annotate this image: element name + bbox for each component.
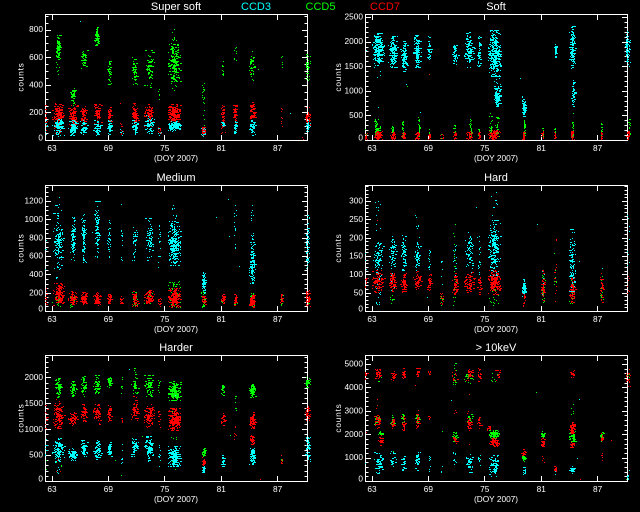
svg-text:(DOY 2007): (DOY 2007) [154,494,198,504]
svg-text:(DOY 2007): (DOY 2007) [154,324,198,334]
svg-text:2000: 2000 [345,36,364,46]
svg-text:200: 200 [29,287,43,297]
svg-text:counts: counts [333,233,343,262]
svg-text:87: 87 [593,143,603,153]
svg-text:69: 69 [424,143,434,153]
svg-text:69: 69 [104,143,114,153]
svg-text:63: 63 [367,143,377,153]
svg-text:69: 69 [104,314,114,324]
svg-text:0: 0 [358,304,363,314]
svg-text:81: 81 [537,314,547,324]
svg-text:600: 600 [29,251,43,261]
svg-text:1000: 1000 [345,85,364,95]
svg-text:81: 81 [217,314,227,324]
svg-text:5000: 5000 [345,359,364,369]
svg-text:87: 87 [273,314,283,324]
svg-text:75: 75 [480,314,490,324]
svg-text:200: 200 [29,107,43,117]
svg-text:1500: 1500 [25,398,44,408]
svg-text:75: 75 [480,143,490,153]
svg-text:counts: counts [333,403,343,432]
svg-text:CCD7: CCD7 [370,1,400,13]
svg-text:2000: 2000 [25,372,44,382]
svg-text:counts: counts [333,62,343,91]
svg-text:81: 81 [217,143,227,153]
svg-text:(DOY 2007): (DOY 2007) [474,324,518,334]
svg-text:2000: 2000 [345,429,364,439]
svg-text:1000: 1000 [25,214,44,224]
svg-text:0: 0 [38,474,43,484]
svg-text:1200: 1200 [25,196,44,206]
svg-text:CCD5: CCD5 [306,1,336,13]
svg-text:0: 0 [38,304,43,314]
svg-text:0: 0 [358,474,363,484]
svg-text:87: 87 [593,484,603,494]
svg-text:Medium: Medium [156,172,195,184]
svg-text:75: 75 [480,484,490,494]
svg-text:81: 81 [537,143,547,153]
svg-text:75: 75 [160,143,170,153]
svg-text:800: 800 [29,24,43,34]
svg-text:50: 50 [354,287,364,297]
svg-text:1000: 1000 [345,452,364,462]
svg-text:200: 200 [349,232,363,242]
svg-text:600: 600 [29,52,43,62]
svg-text:(DOY 2007): (DOY 2007) [474,494,518,504]
svg-text:2500: 2500 [345,12,364,22]
svg-text:69: 69 [424,484,434,494]
svg-text:Hard: Hard [484,172,508,184]
svg-text:500: 500 [29,450,43,460]
svg-text:0: 0 [358,133,363,143]
svg-text:87: 87 [593,314,603,324]
svg-text:4000: 4000 [345,382,364,392]
svg-text:63: 63 [47,314,57,324]
svg-text:counts: counts [16,62,26,91]
svg-text:(DOY 2007): (DOY 2007) [474,153,518,163]
svg-text:Soft: Soft [486,1,506,13]
svg-text:87: 87 [273,143,283,153]
svg-text:500: 500 [349,110,363,120]
svg-text:counts: counts [16,403,26,432]
svg-text:> 10keV: > 10keV [476,342,517,354]
svg-text:69: 69 [104,484,114,494]
svg-text:1000: 1000 [25,424,44,434]
svg-text:75: 75 [160,314,170,324]
svg-text:75: 75 [160,484,170,494]
svg-text:87: 87 [273,484,283,494]
svg-text:63: 63 [367,314,377,324]
svg-text:100: 100 [349,269,363,279]
svg-text:Super soft: Super soft [151,1,201,13]
svg-text:Harder: Harder [159,342,193,354]
svg-text:250: 250 [349,214,363,224]
svg-text:63: 63 [367,484,377,494]
svg-text:400: 400 [29,269,43,279]
svg-text:CCD3: CCD3 [241,1,271,13]
svg-text:63: 63 [47,484,57,494]
svg-text:63: 63 [47,143,57,153]
svg-text:150: 150 [349,251,363,261]
svg-text:(DOY 2007): (DOY 2007) [154,153,198,163]
svg-text:counts: counts [16,233,26,262]
svg-text:3000: 3000 [345,405,364,415]
svg-text:69: 69 [424,314,434,324]
svg-text:300: 300 [349,196,363,206]
svg-text:400: 400 [29,79,43,89]
svg-text:81: 81 [217,484,227,494]
svg-text:800: 800 [29,232,43,242]
svg-text:1500: 1500 [345,61,364,71]
svg-text:81: 81 [537,484,547,494]
svg-text:0: 0 [38,133,43,143]
